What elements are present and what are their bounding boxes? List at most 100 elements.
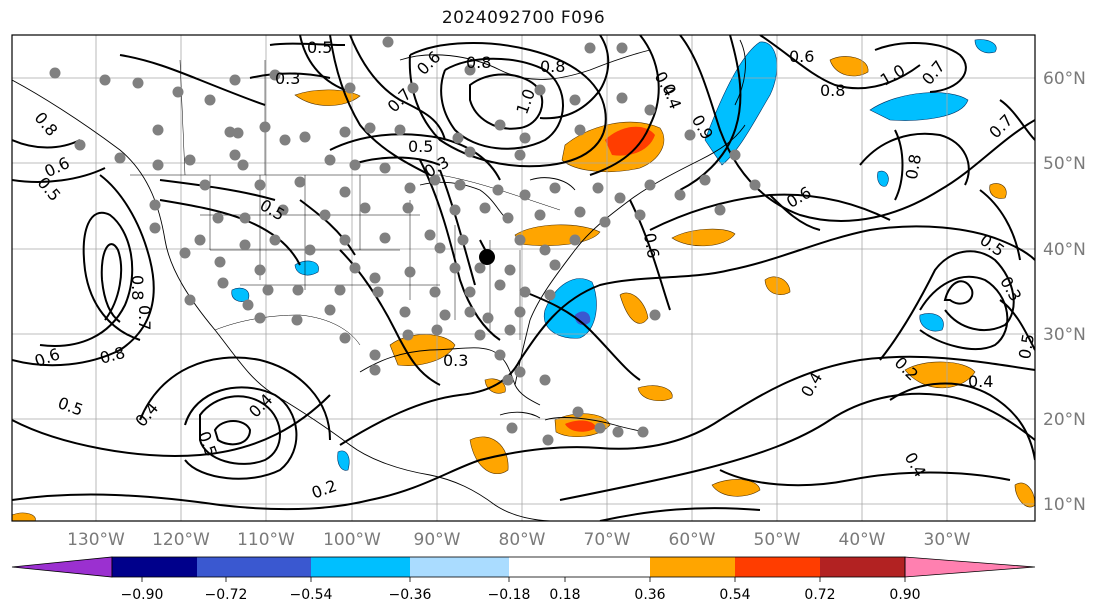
station-marker [259,121,271,133]
contour-label: 0.7 [135,305,154,330]
longitude-label: 90°W [414,530,461,550]
station-marker [212,212,224,224]
station-marker [452,132,464,144]
station-marker [504,264,516,276]
positive-area-labrador-core [605,126,655,156]
station-marker [616,92,628,104]
station-marker [229,149,241,161]
colorbar-tick-label: −0.36 [389,587,432,603]
contour-lines [12,35,1035,521]
contour-label: 0.4 [968,372,993,391]
station-marker [194,234,206,246]
negative-area-small-5 [337,450,350,471]
station-marker [514,306,526,318]
station-marker [149,222,161,234]
longitude-label: 120°W [152,530,210,550]
station-marker [699,174,711,186]
station-marker [519,132,531,144]
station-marker [464,146,476,158]
station-marker [514,234,526,246]
coastlines [12,39,746,521]
station-marker [502,212,514,224]
contour-label: 0.8 [820,81,845,100]
station-marker [429,286,441,298]
station-marker [149,199,161,211]
station-marker [474,262,486,274]
station-marker [184,294,196,306]
station-marker [359,202,371,214]
station-marker [729,149,741,161]
station-marker [454,179,466,191]
station-marker [539,244,551,256]
station-marker [644,104,656,116]
station-marker [449,262,461,274]
positive-area-atlantic-1 [671,228,736,247]
colorbar: −0.90 −0.72 −0.54 −0.36 −0.18 0.18 0.36 … [11,556,1036,603]
station-markers [49,36,761,446]
station-marker [379,232,391,244]
station-marker [402,329,414,341]
station-marker [204,94,216,106]
longitude-label: 40°W [839,530,886,550]
colorbar-segment [509,557,650,577]
station-marker [199,179,211,191]
station-marker [399,306,411,318]
colorbar-frame [111,556,906,578]
contour-label: 0.3 [443,351,468,370]
station-marker [339,186,351,198]
station-marker [439,309,451,321]
station-marker [242,299,254,311]
latitude-label: 10°N [1043,495,1086,515]
colorbar-tick-label: 0.90 [889,587,920,603]
station-marker [534,84,546,96]
latitude-label: 60°N [1043,69,1086,89]
contour-label: 0.5 [1015,332,1038,360]
station-marker [544,289,556,301]
station-marker [402,202,414,214]
station-marker [229,74,241,86]
contour-label: 0.5 [408,137,433,156]
negative-area-small-6 [877,170,889,187]
station-marker [184,154,196,166]
contour-label: 0.6 [789,47,814,66]
positive-area-east-edge [1014,482,1035,508]
station-marker [372,286,384,298]
station-marker [254,312,266,324]
colorbar-low-extension [11,556,113,578]
station-marker [379,162,391,174]
map-title: 2024092700 F096 [441,8,606,28]
station-marker [649,309,661,321]
colorbar-segment [311,557,410,577]
station-marker [179,247,191,259]
station-marker [349,262,361,274]
contour-label: 0.8 [540,57,565,76]
station-marker [364,122,376,134]
negative-area-mid-atlantic [869,92,969,121]
positive-area-north [294,89,361,106]
station-marker [584,42,596,54]
station-marker [434,242,446,254]
station-marker [616,42,628,54]
station-marker [294,176,306,188]
latitude-label: 50°N [1043,154,1086,174]
colorbar-segment [650,557,735,577]
station-marker [319,209,331,221]
station-marker [492,184,504,196]
positive-area-atlantic-5 [711,479,761,497]
station-marker [612,426,624,438]
station-marker [574,206,586,218]
highlighted-station-marker [479,249,495,265]
colorbar-segment [112,557,197,577]
station-marker [674,189,686,201]
station-marker [349,159,361,171]
station-marker [382,36,394,48]
longitude-label: 50°W [754,530,801,550]
station-marker [369,364,381,376]
longitude-label: 80°W [499,530,546,550]
station-marker [394,124,406,136]
station-marker [494,349,506,361]
colorbar-tick-label: −0.18 [488,587,531,603]
station-marker [324,304,336,316]
colorbar-segment [735,557,820,577]
contour-label: 0.8 [902,153,925,181]
